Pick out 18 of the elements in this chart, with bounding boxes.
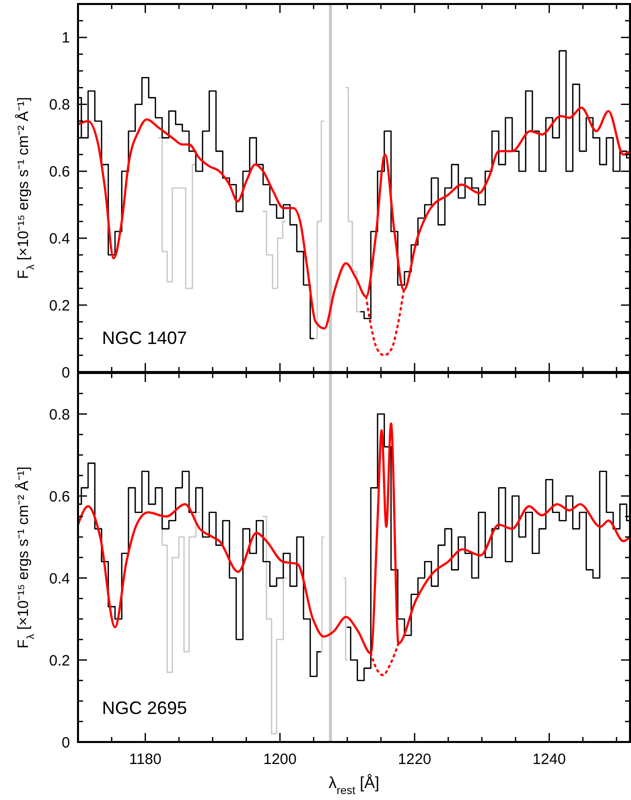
y-tick-label: 1 <box>62 30 70 47</box>
y-tick-label: 0.8 <box>49 406 70 424</box>
y-tick-label: 0 <box>62 364 70 382</box>
y-tick-label: 0.4 <box>49 570 70 588</box>
annotation: NGC 2695 <box>102 698 188 718</box>
y-tick-label: 0.2 <box>49 652 70 670</box>
y-tick-label: 0.6 <box>49 488 70 506</box>
x-tick-label: 1220 <box>398 751 432 768</box>
annotation: NGC 1407 <box>102 328 188 348</box>
x-tick-label: 1240 <box>532 751 566 768</box>
y-tick-label: 0.6 <box>49 164 70 181</box>
x-axis-title: λ$_{rest}$ [Å] <box>328 774 380 797</box>
y-tick-label: 0.8 <box>49 96 70 114</box>
x-tick-label: 1180 <box>129 751 162 768</box>
y-tick-label: 0 <box>62 734 70 752</box>
y-tick-label: 0.4 <box>49 230 70 248</box>
x-tick-label: 1200 <box>263 751 297 768</box>
y-tick-label: 0.2 <box>49 297 70 314</box>
